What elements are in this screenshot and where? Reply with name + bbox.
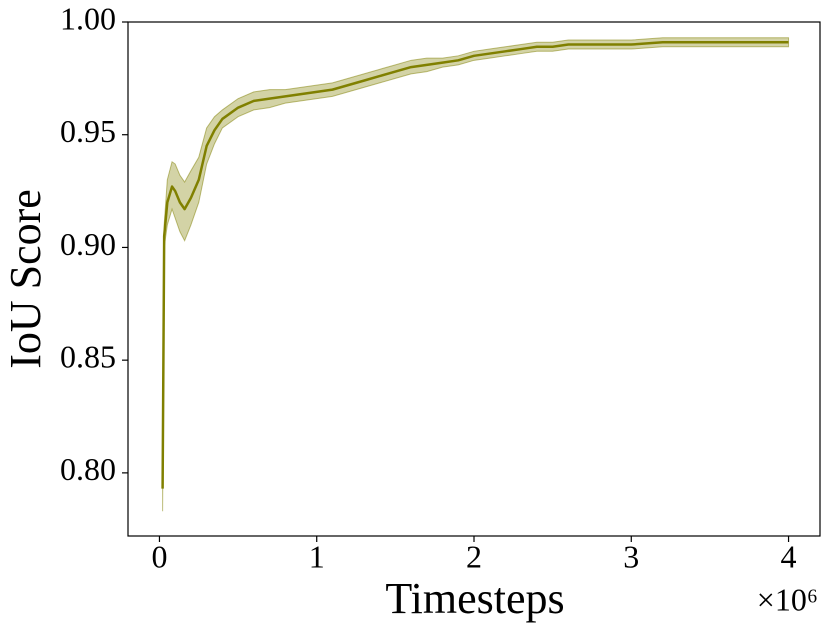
line	[161, 41, 789, 489]
y-tick-label: 1.00	[60, 0, 116, 36]
x-tick-label: 2	[466, 538, 482, 574]
x-tick-label: 0	[151, 538, 167, 574]
x-tick-label: 4	[781, 538, 797, 574]
y-axis-label: IoU Score	[1, 189, 50, 369]
x-tick-label: 3	[623, 538, 639, 574]
y-tick-label: 0.95	[60, 113, 116, 149]
plot-frame	[127, 21, 821, 537]
confidence-band	[162, 37, 790, 512]
x-offset-text: ×10⁶	[757, 581, 818, 617]
x-axis-label: Timesteps	[385, 574, 564, 623]
x-tick-label: 1	[309, 538, 325, 574]
y-tick-label: 0.85	[60, 339, 116, 375]
y-tick-label: 0.80	[60, 451, 116, 487]
y-tick-label: 0.90	[60, 226, 116, 262]
